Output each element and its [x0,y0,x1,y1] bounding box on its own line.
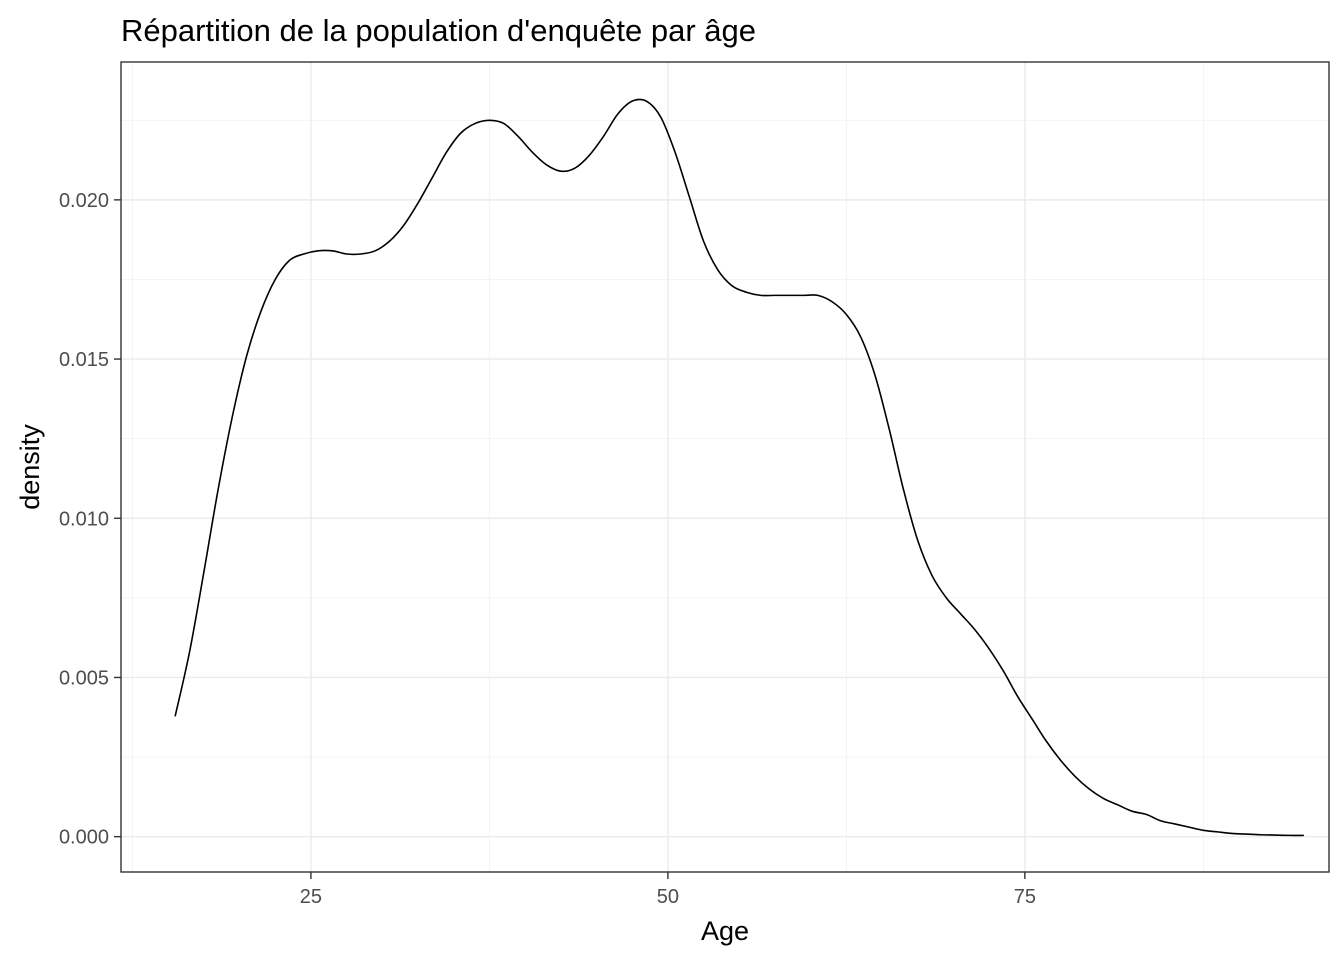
major-gridlines [121,62,1329,872]
y-tick-label: 0.005 [59,667,109,689]
y-tick-label: 0.010 [59,508,109,530]
x-tick-label: 25 [300,886,322,908]
minor-gridlines [121,62,1329,872]
y-axis-title: density [15,424,45,510]
chart-title: Répartition de la population d'enquête p… [121,13,756,48]
y-tick-label: 0.020 [59,190,109,212]
x-tick-label: 75 [1014,886,1036,908]
y-tick-label: 0.015 [59,349,109,371]
y-axis: 0.000 0.005 0.010 0.015 0.020 [59,190,121,849]
y-tick-label: 0.000 [59,827,109,849]
panel-border [120,61,1330,873]
x-axis-title: Age [701,916,749,946]
x-tick-label: 50 [657,886,679,908]
density-line [174,98,1305,837]
x-axis: 25 50 75 [300,872,1036,908]
